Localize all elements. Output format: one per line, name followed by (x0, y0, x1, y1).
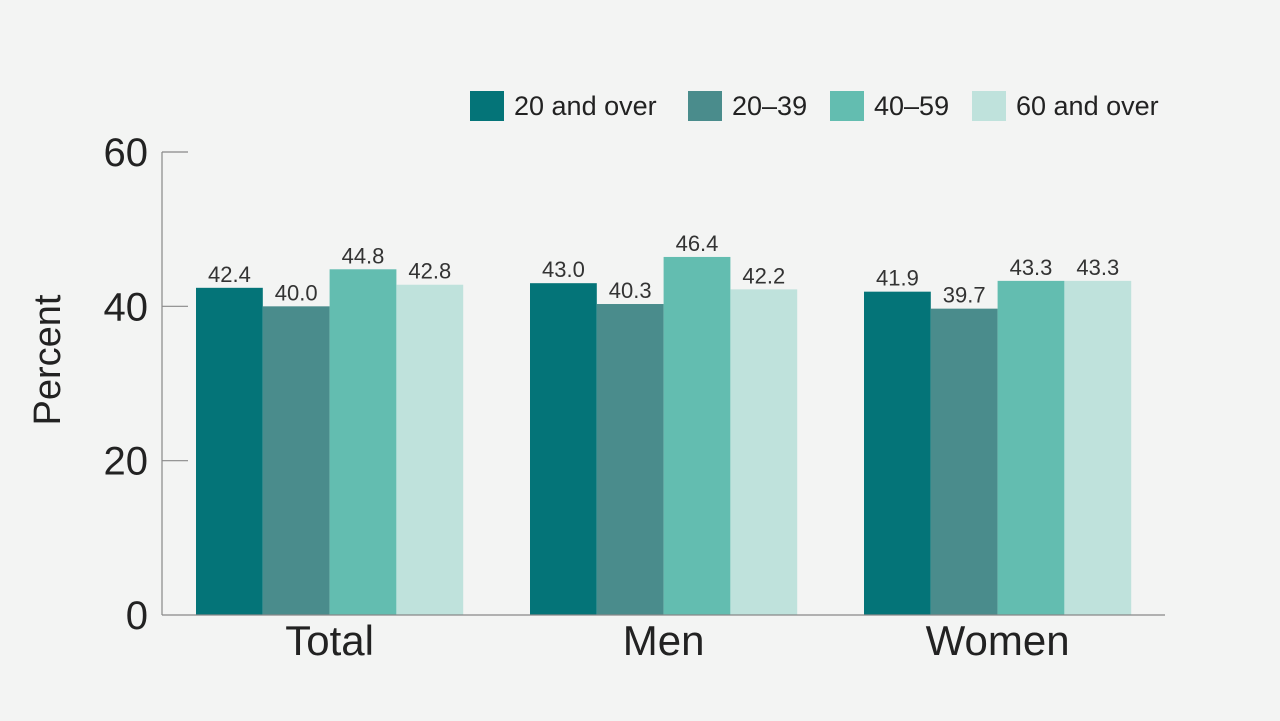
y-axis: 0 20 40 60 (104, 131, 188, 638)
data-label: 44.8 (342, 243, 385, 268)
data-label: 43.3 (1076, 255, 1119, 280)
data-label: 43.3 (1010, 255, 1053, 280)
category-label: Total (285, 617, 374, 664)
legend-item: 40–59 (830, 91, 949, 121)
legend-swatch (830, 91, 864, 121)
data-label: 42.4 (208, 262, 251, 287)
bar (730, 289, 798, 615)
bar (530, 283, 597, 615)
y-tick-label: 20 (104, 440, 149, 484)
category-label: Women (926, 617, 1070, 664)
data-label: 40.0 (275, 280, 318, 305)
bar (329, 269, 397, 615)
legend-label: 20–39 (732, 91, 807, 121)
data-label: 46.4 (676, 231, 719, 256)
y-tick-label: 60 (104, 131, 149, 175)
bar (997, 280, 1065, 615)
bar (663, 256, 731, 615)
bars: 42.4 43.0 41.9 40.0 40.3 39.7 44.8 46.4 43.3 42.8… (196, 231, 1132, 615)
y-tick-label: 40 (104, 285, 149, 329)
category-label: Men (623, 617, 705, 664)
y-axis-title: Percent (27, 294, 69, 425)
legend-item: 20 and over (470, 91, 657, 121)
data-label: 40.3 (609, 278, 652, 303)
legend-swatch (470, 91, 504, 121)
bar (196, 287, 263, 615)
bar (930, 308, 998, 615)
data-label: 39.7 (943, 283, 986, 308)
bar (262, 306, 330, 615)
legend: 20 and over 20–39 40–59 60 and over (470, 91, 1159, 121)
bar (396, 284, 464, 615)
legend-swatch (688, 91, 722, 121)
legend-label: 40–59 (874, 91, 949, 121)
data-label: 41.9 (876, 266, 919, 291)
legend-item: 60 and over (972, 91, 1159, 121)
data-label: 42.2 (742, 263, 785, 288)
legend-label: 20 and over (514, 91, 657, 121)
legend-label: 60 and over (1016, 91, 1159, 121)
legend-swatch (972, 91, 1006, 121)
legend-item: 20–39 (688, 91, 807, 121)
bar (1064, 280, 1132, 615)
y-tick-label: 0 (126, 594, 148, 638)
data-label: 42.8 (408, 259, 451, 284)
bar (596, 304, 664, 615)
bar (864, 291, 931, 615)
data-label: 43.0 (542, 257, 585, 282)
x-axis: Total Men Women (162, 614, 1165, 664)
